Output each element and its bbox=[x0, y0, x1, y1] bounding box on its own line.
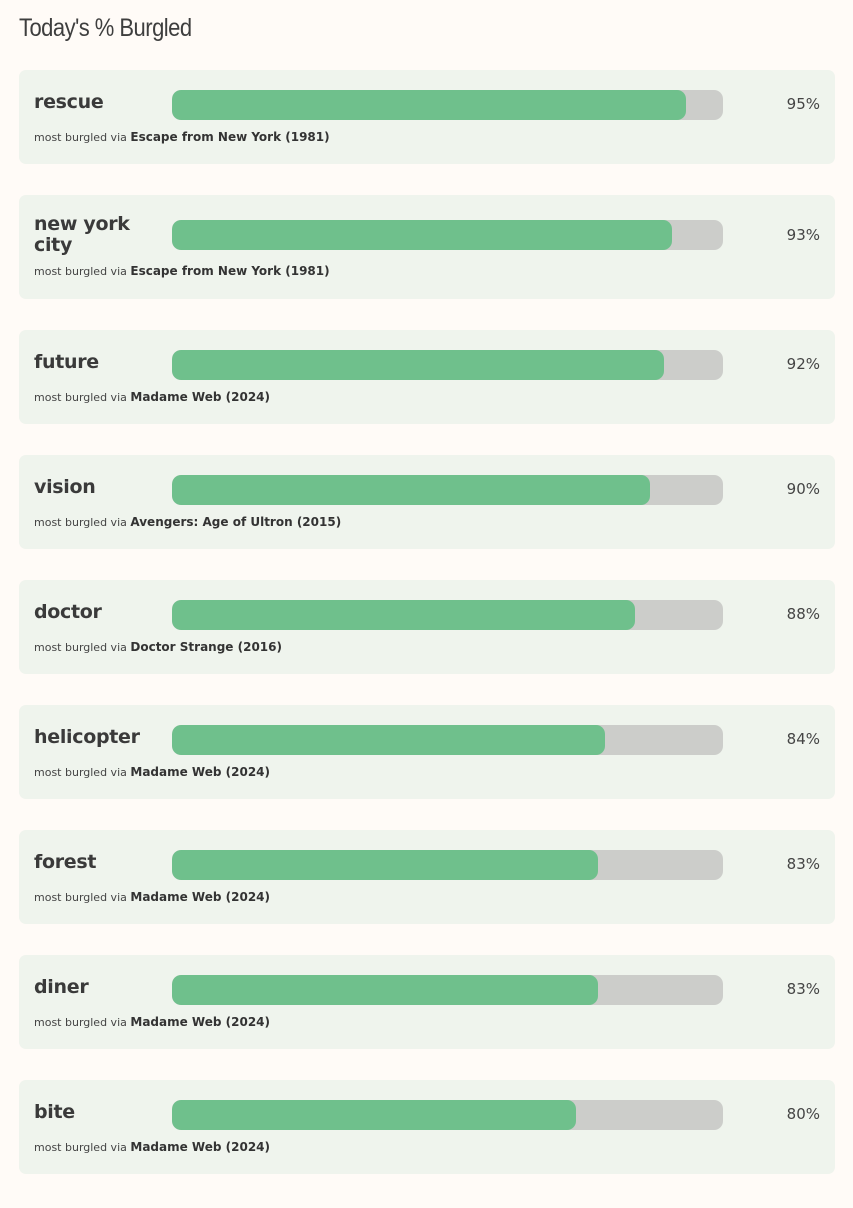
progress-track bbox=[172, 350, 723, 380]
percent-label: 92% bbox=[786, 355, 820, 373]
via-prefix: most burgled via bbox=[34, 891, 127, 904]
word-card-future: future 92% most burgled via Madame Web (… bbox=[19, 330, 835, 424]
burgled-via: most burgled via Avengers: Age of Ultron… bbox=[34, 515, 341, 529]
word-label: diner bbox=[34, 976, 89, 998]
word-label: helicopter bbox=[34, 726, 140, 748]
via-title: Escape from New York (1981) bbox=[130, 130, 330, 144]
page-title: Today's % Burgled bbox=[19, 14, 192, 42]
via-title: Avengers: Age of Ultron (2015) bbox=[130, 515, 342, 529]
burgled-via: most burgled via Madame Web (2024) bbox=[34, 890, 270, 904]
word-card-vision: vision 90% most burgled via Avengers: Ag… bbox=[19, 455, 835, 549]
word-label: rescue bbox=[34, 91, 104, 113]
progress-fill bbox=[172, 475, 650, 505]
word-label: bite bbox=[34, 1101, 75, 1123]
progress-track bbox=[172, 850, 723, 880]
via-prefix: most burgled via bbox=[34, 265, 127, 278]
progress-fill bbox=[172, 1100, 577, 1130]
word-card-bite: bite 80% most burgled via Madame Web (20… bbox=[19, 1080, 835, 1174]
via-title: Madame Web (2024) bbox=[130, 1015, 271, 1029]
via-title: Doctor Strange (2016) bbox=[130, 640, 282, 654]
word-card-rescue: rescue 95% most burgled via Escape from … bbox=[19, 70, 835, 164]
via-title: Madame Web (2024) bbox=[130, 890, 271, 904]
burgled-via: most burgled via Madame Web (2024) bbox=[34, 390, 270, 404]
via-title: Madame Web (2024) bbox=[130, 765, 271, 779]
progress-fill bbox=[172, 975, 599, 1005]
via-title: Escape from New York (1981) bbox=[130, 264, 330, 278]
word-label: forest bbox=[34, 851, 97, 873]
via-title: Madame Web (2024) bbox=[130, 390, 271, 404]
word-label: future bbox=[34, 351, 99, 373]
percent-label: 80% bbox=[786, 1105, 820, 1123]
word-label: new york city bbox=[34, 213, 130, 256]
progress-track bbox=[172, 1100, 723, 1130]
progress-track bbox=[172, 220, 723, 250]
word-card-new-york-city: new york city 93% most burgled via Escap… bbox=[19, 195, 835, 299]
progress-fill bbox=[172, 90, 687, 120]
progress-fill bbox=[172, 850, 599, 880]
burgled-via: most burgled via Escape from New York (1… bbox=[34, 130, 330, 144]
via-prefix: most burgled via bbox=[34, 766, 127, 779]
progress-track bbox=[172, 725, 723, 755]
word-label: doctor bbox=[34, 601, 102, 623]
burgled-via: most burgled via Doctor Strange (2016) bbox=[34, 640, 282, 654]
percent-label: 93% bbox=[786, 226, 820, 244]
via-prefix: most burgled via bbox=[34, 1141, 127, 1154]
via-title: Madame Web (2024) bbox=[130, 1140, 271, 1154]
word-card-forest: forest 83% most burgled via Madame Web (… bbox=[19, 830, 835, 924]
percent-label: 83% bbox=[786, 980, 820, 998]
percent-label: 84% bbox=[786, 730, 820, 748]
percent-label: 83% bbox=[786, 855, 820, 873]
percent-label: 88% bbox=[786, 605, 820, 623]
progress-track bbox=[172, 975, 723, 1005]
via-prefix: most burgled via bbox=[34, 1016, 127, 1029]
progress-track bbox=[172, 600, 723, 630]
burgled-via: most burgled via Escape from New York (1… bbox=[34, 264, 330, 278]
word-label: vision bbox=[34, 476, 96, 498]
progress-fill bbox=[172, 350, 665, 380]
burgled-via: most burgled via Madame Web (2024) bbox=[34, 1015, 270, 1029]
via-prefix: most burgled via bbox=[34, 641, 127, 654]
progress-track bbox=[172, 475, 723, 505]
progress-track bbox=[172, 90, 723, 120]
progress-fill bbox=[172, 220, 672, 250]
word-card-diner: diner 83% most burgled via Madame Web (2… bbox=[19, 955, 835, 1049]
percent-label: 90% bbox=[786, 480, 820, 498]
burgled-list: rescue 95% most burgled via Escape from … bbox=[19, 70, 835, 1205]
progress-fill bbox=[172, 600, 635, 630]
progress-fill bbox=[172, 725, 606, 755]
percent-label: 95% bbox=[786, 95, 820, 113]
word-card-helicopter: helicopter 84% most burgled via Madame W… bbox=[19, 705, 835, 799]
word-card-doctor: doctor 88% most burgled via Doctor Stran… bbox=[19, 580, 835, 674]
via-prefix: most burgled via bbox=[34, 391, 127, 404]
burgled-via: most burgled via Madame Web (2024) bbox=[34, 1140, 270, 1154]
via-prefix: most burgled via bbox=[34, 516, 127, 529]
burgled-via: most burgled via Madame Web (2024) bbox=[34, 765, 270, 779]
via-prefix: most burgled via bbox=[34, 131, 127, 144]
